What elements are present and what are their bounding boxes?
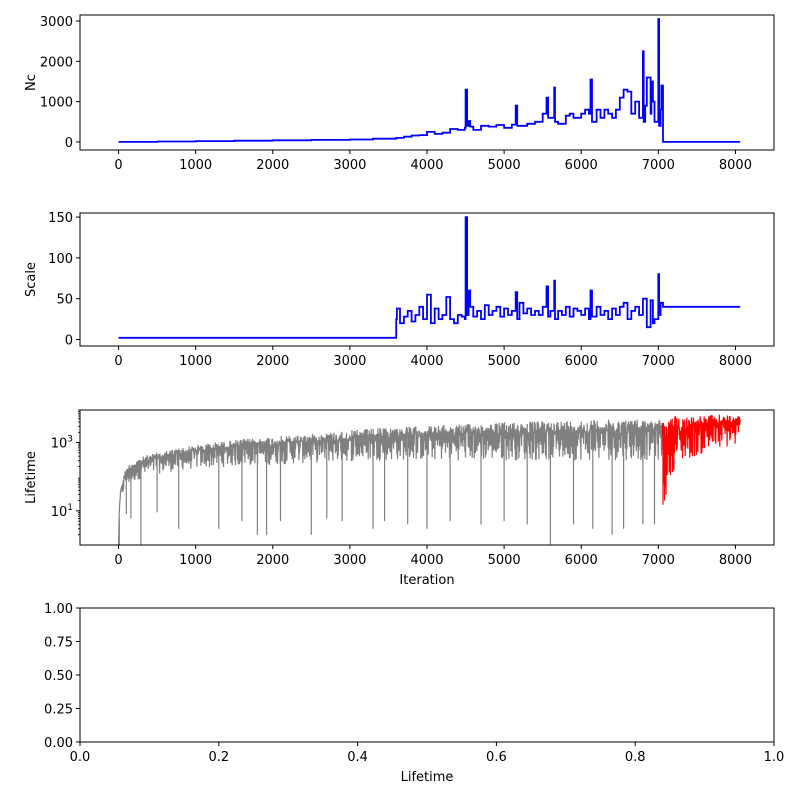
x-tick-label: 8000 (719, 354, 752, 369)
x-tick-label: 4000 (410, 158, 443, 173)
y-tick-label: 0.00 (44, 736, 73, 751)
axes-frame (79, 14, 775, 151)
y-tick-label: 50 (56, 293, 73, 308)
x-tick-label: 3000 (333, 553, 366, 568)
y-axis-label: Nc (24, 74, 39, 91)
x-tick-label: 1000 (179, 354, 212, 369)
x-tick-label: 3000 (333, 158, 366, 173)
x-tick-label: 6000 (565, 553, 598, 568)
x-axis-label: Lifetime (401, 770, 454, 785)
series-line-1 (661, 414, 741, 505)
histogram-panel: 0.0 0.2 0.4 0.6 0.8 1.0 0.00 0.25 0.50 0.75 1.00 Li… (44, 602, 784, 785)
x-tick-label: 1.0 (764, 750, 785, 765)
y-axis-label: Scale (24, 262, 39, 297)
x-tick-label: 7000 (642, 158, 675, 173)
x-tick-label: 0.0 (70, 750, 91, 765)
y-tick-label: 150 (48, 211, 73, 226)
y-tick-label: 2000 (40, 55, 73, 70)
x-tick-label: 3000 (333, 354, 366, 369)
y-tick-label: 0.50 (44, 669, 73, 684)
series-group (118, 414, 741, 545)
y-tick-label: 3000 (40, 15, 73, 30)
y-tick-label: 100 (48, 252, 73, 267)
y-tick-label: 0 (65, 333, 73, 348)
x-tick-label: 2000 (256, 354, 289, 369)
x-tick-label: 4000 (410, 553, 443, 568)
lifetime-panel: 0 1000 2000 3000 4000 5000 6000 7000 8000 101 103 L… (24, 409, 775, 588)
x-tick-label: 1000 (179, 553, 212, 568)
x-tick-label: 4000 (410, 354, 443, 369)
x-tick-label: 0.6 (486, 750, 507, 765)
series-line-0 (118, 419, 663, 545)
x-tick-label: 1000 (179, 158, 212, 173)
series-line-0 (118, 216, 741, 339)
scale-panel: 0 1000 2000 3000 4000 5000 6000 7000 8000 0 50 100 1… (24, 211, 775, 369)
x-tick-label: 8000 (719, 553, 752, 568)
y-tick-label: 0 (65, 136, 73, 151)
x-tick-label: 2000 (256, 158, 289, 173)
axes-frame (79, 212, 775, 347)
x-tick-label: 6000 (565, 158, 598, 173)
x-tick-label: 0.8 (625, 750, 646, 765)
x-axis-label: Iteration (399, 573, 454, 588)
y-tick-label: 0.25 (44, 703, 73, 718)
x-tick-label: 0 (114, 158, 122, 173)
x-tick-label: 8000 (719, 158, 752, 173)
x-tick-label: 5000 (488, 553, 521, 568)
x-tick-label: 6000 (565, 354, 598, 369)
y-tick-label: 103 (51, 435, 73, 452)
nc-panel: 0 1000 2000 3000 4000 5000 6000 7000 8000 0 1000 20… (24, 14, 775, 173)
series-line-0 (118, 18, 741, 143)
y-tick-label: 0.75 (44, 636, 73, 651)
y-tick-label: 101 (51, 503, 73, 520)
x-tick-label: 7000 (642, 553, 675, 568)
x-tick-label: 0.4 (347, 750, 368, 765)
x-tick-label: 0 (114, 553, 122, 568)
x-tick-label: 7000 (642, 354, 675, 369)
x-tick-label: 0.2 (208, 750, 229, 765)
axes-frame (79, 607, 775, 743)
y-axis-label: Lifetime (24, 451, 39, 504)
x-tick-label: 2000 (256, 553, 289, 568)
y-tick-label: 1000 (40, 96, 73, 111)
series-group (118, 216, 741, 339)
x-tick-label: 5000 (488, 158, 521, 173)
x-tick-label: 5000 (488, 354, 521, 369)
y-tick-label: 1.00 (44, 602, 73, 617)
series-group (118, 18, 741, 143)
x-tick-label: 0 (114, 354, 122, 369)
